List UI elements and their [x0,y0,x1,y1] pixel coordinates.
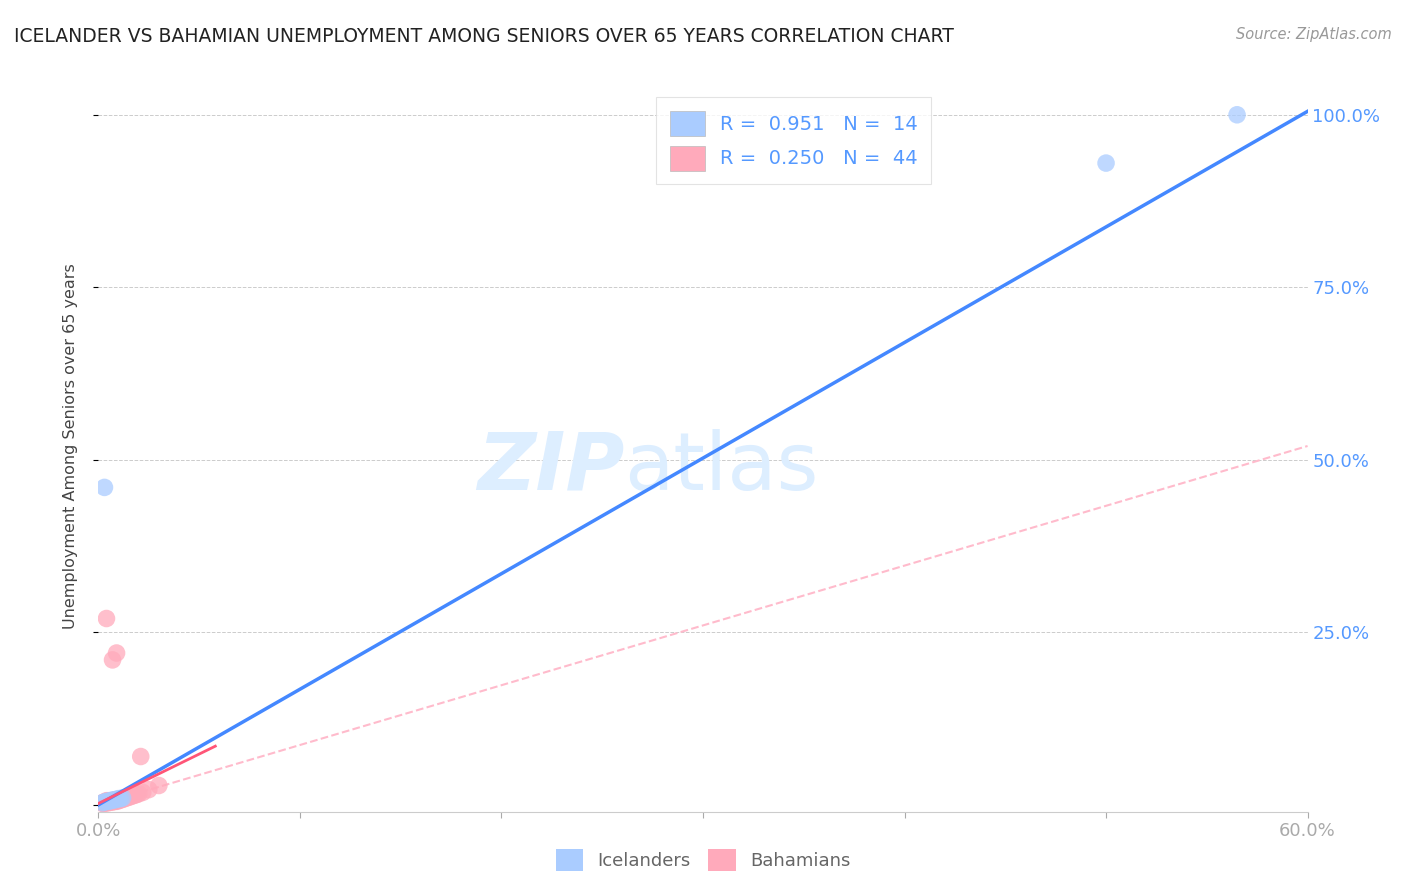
Point [96,794,118,808]
Point [103,794,125,808]
Point [100,795,122,809]
Point [105,794,128,808]
Point [93,796,115,810]
Point [148,779,170,793]
Point [132,785,155,799]
Point [97,795,120,809]
Point [93,480,115,494]
Point [97,794,120,808]
Point [1095,156,1118,170]
Point [91,796,114,810]
Point [96,611,118,625]
Point [105,792,128,806]
Point [101,794,124,808]
Point [1226,108,1249,122]
Point [96,794,118,808]
Point [110,793,132,807]
Legend: R =  0.951   N =  14, R =  0.250   N =  44: R = 0.951 N = 14, R = 0.250 N = 44 [657,97,931,185]
Point [96,796,118,810]
Point [101,653,124,667]
Point [114,791,136,805]
Point [129,749,152,764]
Point [93,795,115,809]
Point [97,796,120,810]
Point [111,791,134,805]
Text: ICELANDER VS BAHAMIAN UNEMPLOYMENT AMONG SENIORS OVER 65 YEARS CORRELATION CHART: ICELANDER VS BAHAMIAN UNEMPLOYMENT AMONG… [14,27,953,45]
Point [107,793,129,807]
Point [93,795,115,809]
Point [111,792,134,806]
Point [103,793,125,807]
Point [115,791,138,805]
Point [100,794,122,808]
Point [96,794,118,808]
Point [100,794,122,808]
Text: Source: ZipAtlas.com: Source: ZipAtlas.com [1236,27,1392,42]
Text: atlas: atlas [624,429,818,507]
Point [105,794,128,808]
Point [120,789,142,804]
Point [101,794,124,808]
Y-axis label: Unemployment Among Seniors over 65 years: Unemployment Among Seniors over 65 years [63,263,77,629]
Point [107,794,129,808]
Point [100,794,122,808]
Legend: Icelanders, Bahamians: Icelanders, Bahamians [548,842,858,879]
Point [91,796,114,810]
Point [110,791,132,805]
Point [125,788,148,802]
Point [103,793,125,807]
Point [138,782,160,797]
Point [107,791,129,805]
Point [97,794,120,808]
Point [97,794,120,808]
Point [105,646,128,660]
Point [121,789,143,803]
Text: ZIP: ZIP [477,429,624,507]
Point [124,788,146,802]
Point [128,787,150,801]
Point [110,792,132,806]
Point [96,795,118,809]
Point [93,797,115,811]
Point [101,793,124,807]
Point [101,795,124,809]
Point [118,790,141,805]
Point [103,794,125,808]
Point [91,797,114,811]
